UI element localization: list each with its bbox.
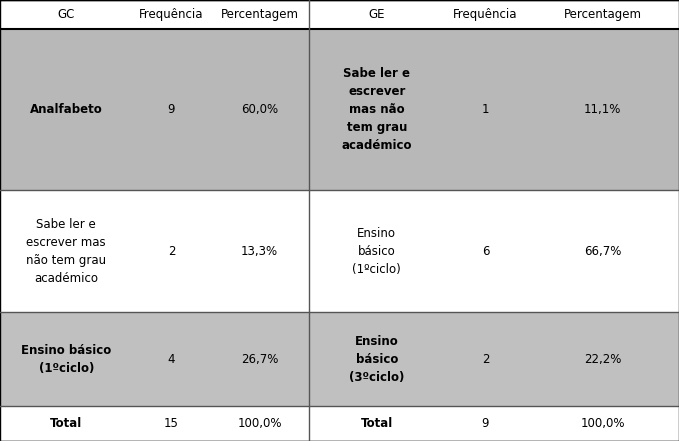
Bar — [526, 29, 679, 190]
Text: GE: GE — [369, 8, 385, 21]
Text: 11,1%: 11,1% — [584, 103, 621, 116]
Text: Ensino
básico
(3ºciclo): Ensino básico (3ºciclo) — [349, 335, 405, 384]
Text: Analfabeto: Analfabeto — [30, 103, 103, 116]
Bar — [132, 406, 210, 441]
Text: 26,7%: 26,7% — [241, 353, 278, 366]
Bar — [309, 406, 445, 441]
Bar — [309, 29, 445, 190]
Bar — [210, 190, 309, 313]
Bar — [210, 406, 309, 441]
Bar — [210, 29, 309, 190]
Bar — [445, 29, 526, 190]
Text: 60,0%: 60,0% — [241, 103, 278, 116]
Text: Frequência: Frequência — [454, 8, 517, 21]
Text: 100,0%: 100,0% — [238, 417, 282, 430]
Text: 100,0%: 100,0% — [581, 417, 625, 430]
Text: 4: 4 — [168, 353, 175, 366]
Text: Frequência: Frequência — [139, 8, 204, 21]
Bar — [0, 313, 132, 406]
Bar — [0, 29, 132, 190]
Bar — [309, 190, 445, 313]
Bar — [445, 313, 526, 406]
Text: 9: 9 — [481, 417, 490, 430]
Text: 9: 9 — [168, 103, 175, 116]
Bar — [309, 313, 445, 406]
Bar — [132, 190, 210, 313]
Text: Percentagem: Percentagem — [564, 8, 642, 21]
Bar — [526, 406, 679, 441]
Text: Total: Total — [50, 417, 82, 430]
Bar — [309, 0, 445, 29]
Text: 2: 2 — [168, 245, 175, 258]
Bar — [526, 0, 679, 29]
Text: Total: Total — [361, 417, 393, 430]
Text: 66,7%: 66,7% — [584, 245, 621, 258]
Bar — [210, 0, 309, 29]
Bar — [526, 190, 679, 313]
Bar — [210, 313, 309, 406]
Bar — [132, 29, 210, 190]
Bar — [445, 406, 526, 441]
Text: Sabe ler e
escrever
mas não
tem grau
académico: Sabe ler e escrever mas não tem grau aca… — [342, 67, 412, 152]
Text: 2: 2 — [481, 353, 490, 366]
Text: 6: 6 — [481, 245, 490, 258]
Text: 22,2%: 22,2% — [584, 353, 621, 366]
Text: 15: 15 — [164, 417, 179, 430]
Bar — [0, 0, 132, 29]
Bar — [132, 0, 210, 29]
Text: Percentagem: Percentagem — [221, 8, 299, 21]
Bar — [0, 406, 132, 441]
Bar — [0, 190, 132, 313]
Text: Ensino básico
(1ºciclo): Ensino básico (1ºciclo) — [21, 344, 111, 375]
Bar — [445, 190, 526, 313]
Text: GC: GC — [58, 8, 75, 21]
Text: 13,3%: 13,3% — [241, 245, 278, 258]
Text: 1: 1 — [481, 103, 490, 116]
Bar — [132, 313, 210, 406]
Text: Ensino
básico
(1ºciclo): Ensino básico (1ºciclo) — [352, 227, 401, 276]
Bar — [526, 313, 679, 406]
Bar — [445, 0, 526, 29]
Text: Sabe ler e
escrever mas
não tem grau
académico: Sabe ler e escrever mas não tem grau aca… — [26, 218, 107, 285]
